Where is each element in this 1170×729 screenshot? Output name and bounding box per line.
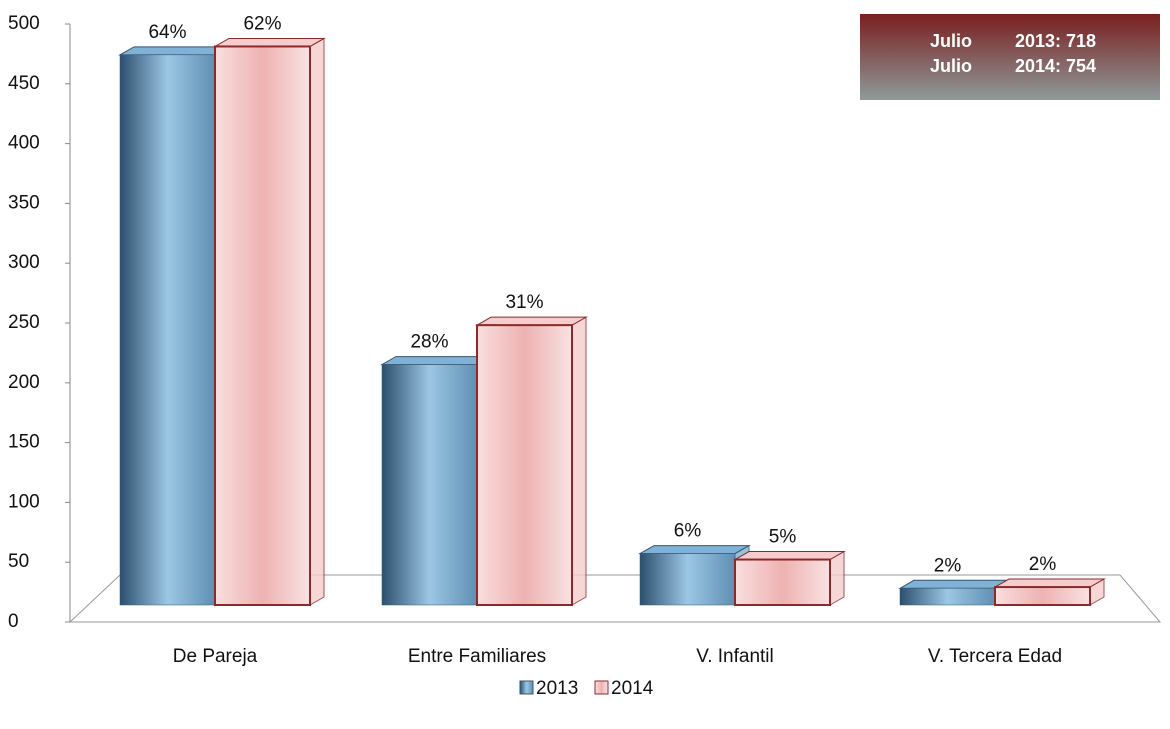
legend-swatch: [519, 680, 534, 695]
data-label: 64%: [148, 22, 186, 43]
data-label: 2%: [1029, 554, 1057, 575]
info-text: 2013: 718: [1015, 31, 1096, 51]
bar: [214, 45, 311, 606]
bar: [994, 586, 1091, 606]
legend-swatch: [594, 680, 609, 695]
bar-side: [571, 316, 587, 606]
data-label: 31%: [505, 292, 543, 313]
bar: [639, 553, 736, 606]
bar: [476, 324, 573, 606]
data-label: 5%: [769, 527, 797, 548]
y-tick-label: 450: [8, 73, 40, 94]
bar-top: [898, 579, 1011, 589]
bar-top: [118, 46, 231, 56]
y-tick-label: 0: [8, 611, 19, 632]
y-tick-label: 300: [8, 252, 40, 273]
bar-side: [309, 37, 325, 606]
data-label: 6%: [674, 521, 702, 542]
legend-label: 2014: [611, 678, 654, 699]
info-text: 2014: 754: [1015, 56, 1096, 76]
bar-top: [638, 545, 751, 555]
bar: [899, 588, 996, 606]
legend-label: 2013: [536, 678, 578, 699]
bar-top: [733, 551, 846, 561]
x-tick-label: V. Tercera Edad: [928, 646, 1062, 667]
y-tick-label: 400: [8, 133, 40, 154]
y-tick-label: 100: [8, 491, 40, 512]
info-box: Julio 2013: 718 Julio 2014: 754: [860, 14, 1160, 100]
y-tick-label: 350: [8, 192, 40, 213]
info-bg: [860, 14, 1160, 100]
bar: [734, 558, 831, 606]
info-text: Julio: [930, 31, 972, 51]
bar-top: [213, 37, 326, 47]
y-tick-label: 250: [8, 312, 40, 333]
bar-top: [475, 316, 588, 326]
data-label: 2%: [934, 555, 962, 576]
bar: [119, 54, 216, 606]
x-tick-label: Entre Familiares: [408, 646, 546, 667]
y-tick-label: 50: [8, 551, 29, 572]
bar-top: [380, 356, 493, 366]
bar-side: [829, 550, 845, 606]
y-tick-label: 150: [8, 432, 40, 453]
bar-top: [993, 578, 1106, 588]
x-tick-label: V. Infantil: [696, 646, 773, 667]
data-label: 28%: [410, 332, 448, 353]
bar: [381, 364, 478, 606]
info-text: Julio: [930, 56, 972, 76]
y-tick-label: 200: [8, 372, 40, 393]
data-label: 62%: [243, 13, 281, 34]
x-tick-label: De Pareja: [173, 646, 258, 667]
floor: [68, 574, 1162, 623]
y-tick-label: 500: [8, 13, 40, 34]
